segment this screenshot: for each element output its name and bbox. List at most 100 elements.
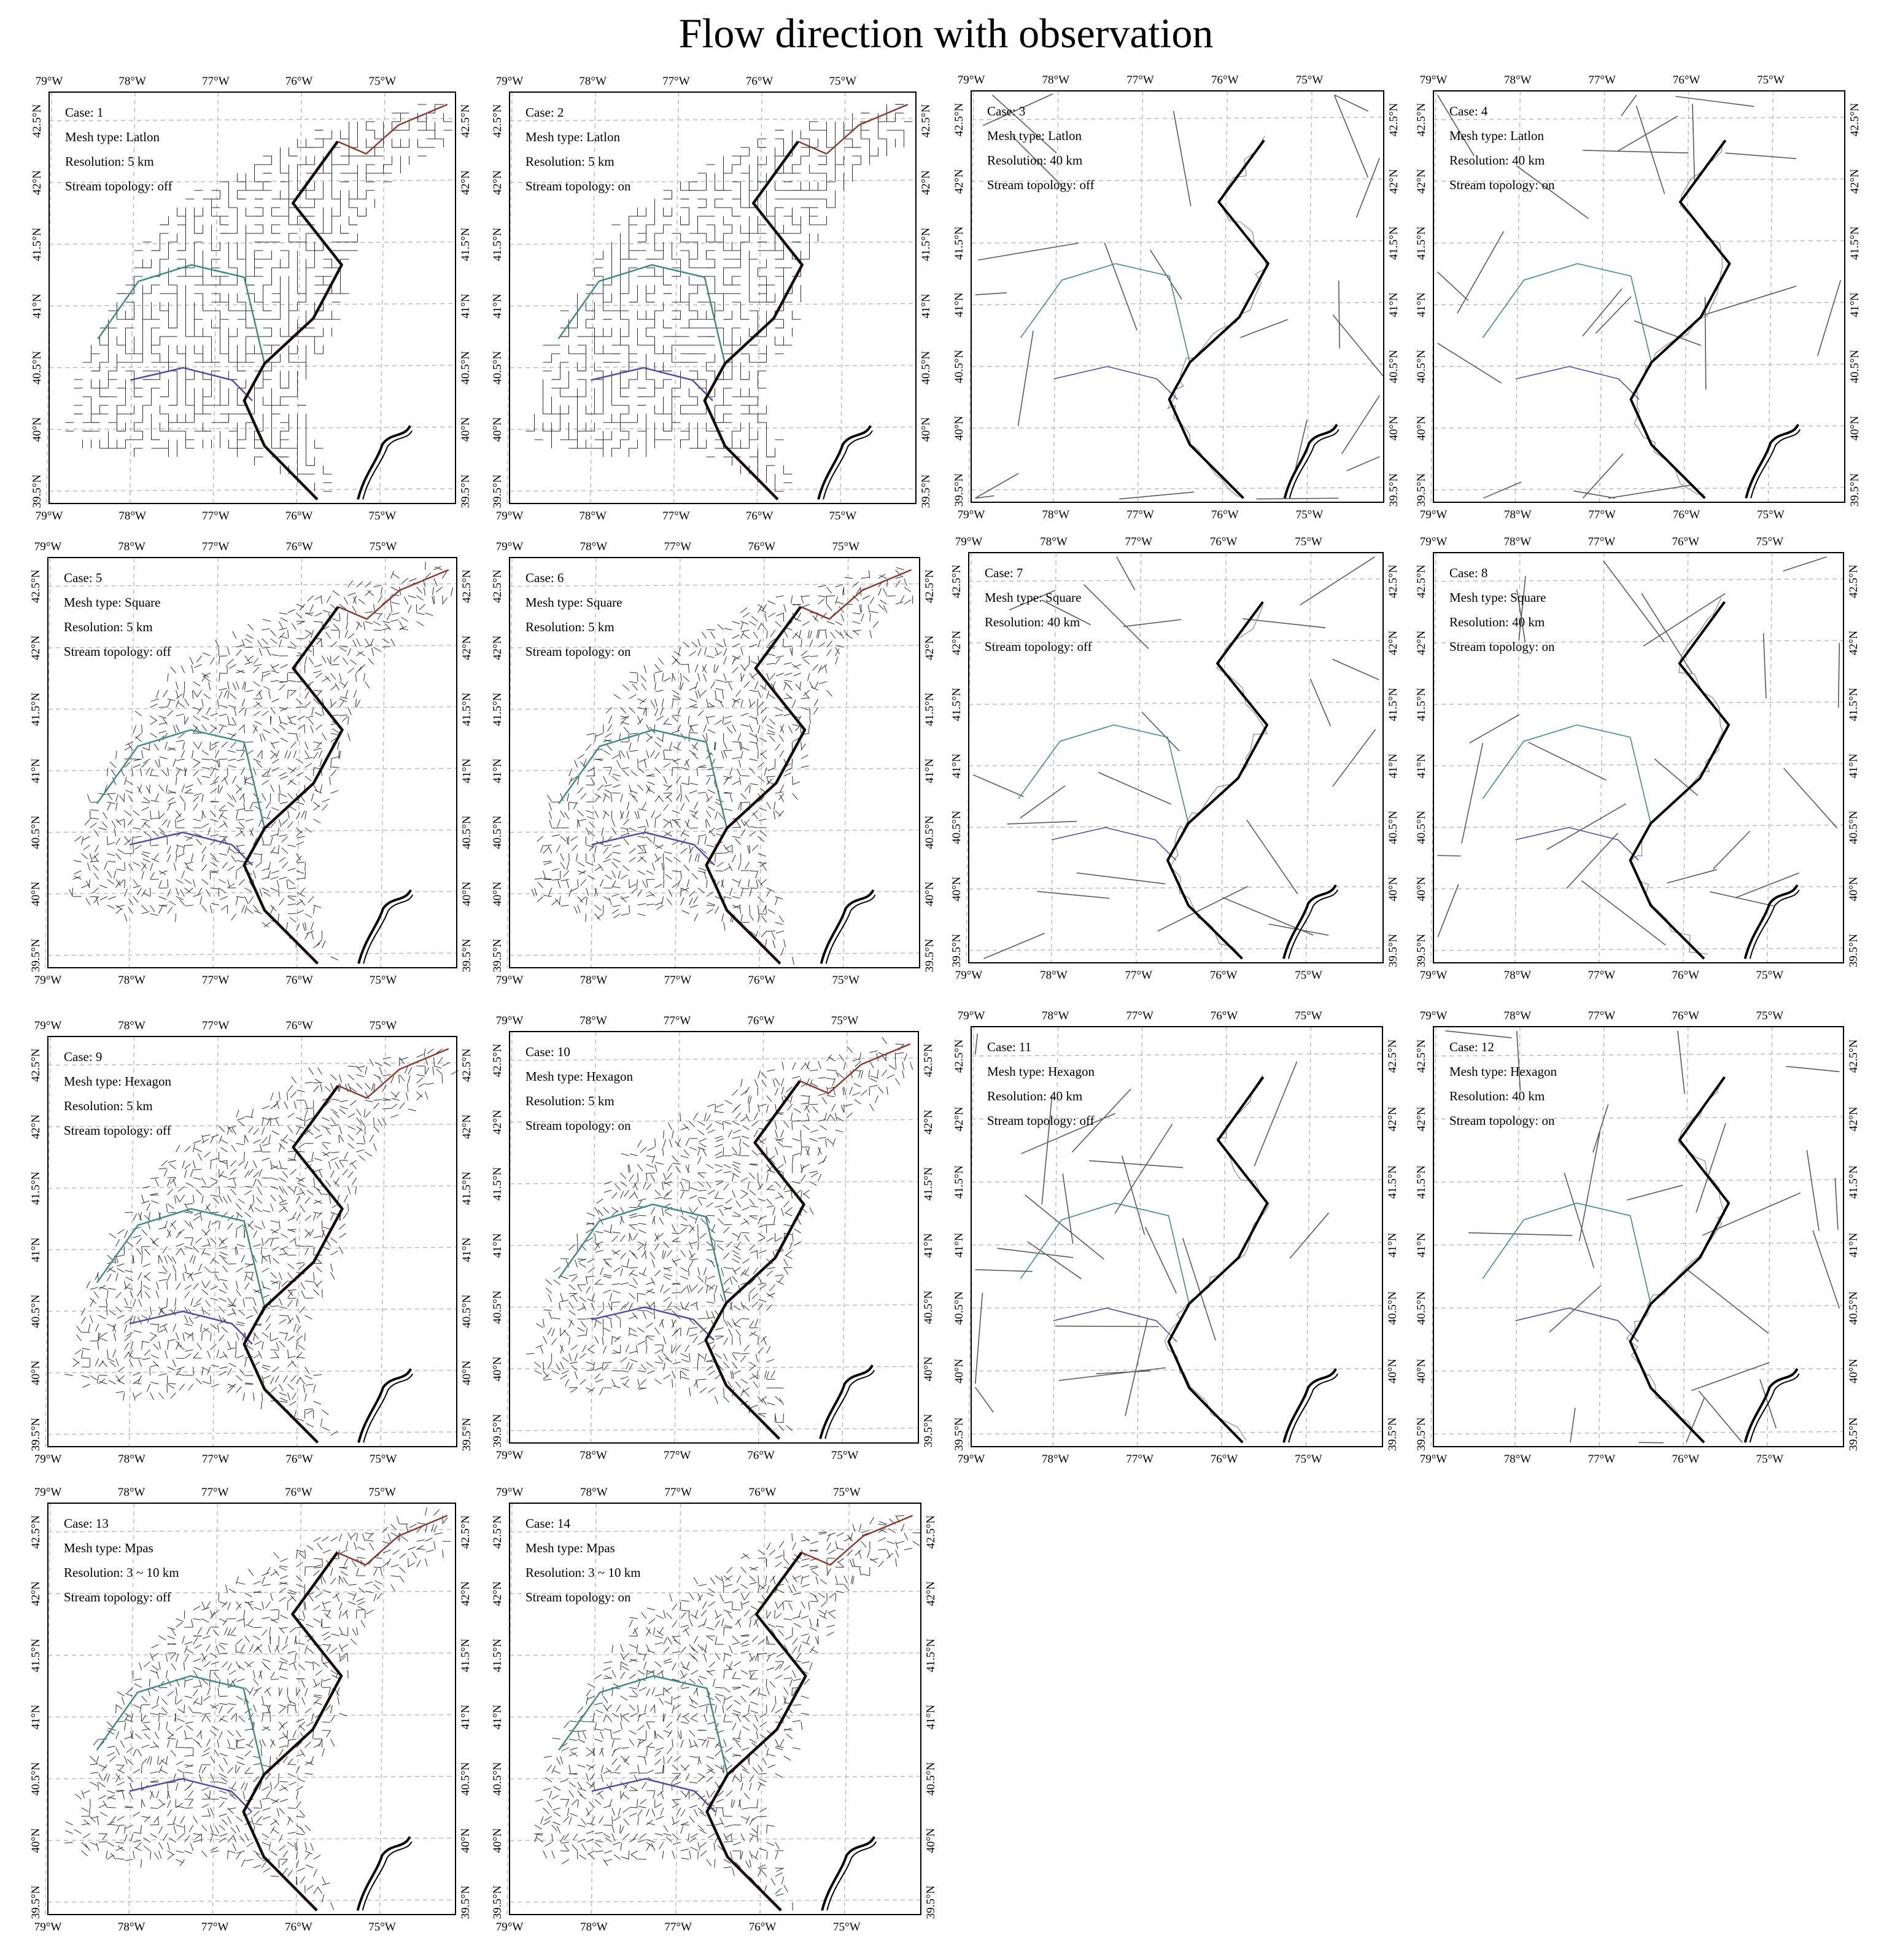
flowline-segment [141,861,147,869]
coarse-flowline [1437,855,1461,857]
flowline-segment [793,672,801,677]
flowline-segment [257,640,263,648]
lon-tick-label-bottom: 76°W [748,974,776,987]
flowline-segment [732,656,736,665]
flowline-segment [93,896,99,904]
flowline-segment [287,1126,293,1133]
flowline-segment [330,790,339,794]
flowline-segment [108,1268,116,1273]
flowline-segment [630,790,638,794]
flowline-segment [883,588,888,596]
lon-tick-label-bottom: 75°W [832,974,860,987]
flowline-segment [270,1229,278,1234]
flowline-segment [758,879,763,887]
flowline-segment [203,676,211,682]
flowline-segment [176,1194,180,1203]
flowline-segment [219,1221,220,1230]
flowline-segment [826,640,832,648]
flowline-segment [322,1246,330,1250]
lat-tick-label-left: 41.5°N [950,688,963,721]
flowline-segment [141,863,147,871]
flowline-segment [663,831,671,837]
flowline-segment [756,742,759,751]
flowline-segment [792,781,801,785]
flowline-segment [622,685,630,691]
flowline-segment [133,810,140,816]
flowline-segment [399,621,404,629]
flowline-segment [124,777,127,785]
flowline-segment [236,1229,237,1239]
flowline-segment [641,683,647,691]
flowline-segment [133,885,141,889]
flowline-segment [621,913,629,916]
flowline-segment [134,710,142,717]
flowline-segment [580,879,587,886]
flowline-segment [737,733,742,741]
flowline-segment [201,1229,208,1236]
flowline-segment [201,1244,210,1247]
flowline-segment [345,690,349,698]
flowline-segment [723,778,729,785]
flowline-segment [568,801,577,804]
flowline-segment [632,683,638,691]
flowline-segment [189,1221,194,1230]
lat-tick-label-left: 39.5°N [491,938,504,972]
flowline-segment [612,844,621,848]
flowline-segment [775,930,784,934]
flowline-segment [254,720,262,725]
flowline-segment [740,712,749,717]
lon-tick-label-top: 78°W [118,540,145,553]
flowline-segment [665,784,673,791]
flowline-segment [287,609,295,613]
flowline-segment [258,1169,263,1177]
lat-tick-label-right: 40.5°N [1847,811,1860,844]
flowline-segment [214,1274,220,1281]
flowline-segment [605,853,613,860]
flowline-segment [368,658,374,665]
flowline-segment [150,844,159,846]
flowline-segment [276,1101,280,1110]
flowline-segment [313,943,320,949]
flowline-segment [356,1126,363,1132]
tributary-north [338,569,449,620]
flowline-segment [637,707,646,710]
lon-tick-label-bottom: 78°W [1504,969,1532,982]
flowline-segment [323,1151,331,1156]
coarse-flowline [1098,772,1172,805]
coarse-flowline [1783,556,1828,572]
flowline-segment [598,863,604,871]
flowline-segment [328,1195,331,1204]
flowline-segment [279,724,285,731]
resolution-label: Resolution: 40 km [1449,615,1545,629]
flowline-segment [826,690,832,697]
coarse-flowline [1735,872,1799,898]
flowline-segment [612,852,621,854]
flowline-segment [749,724,753,733]
flowline-segment [253,702,260,708]
flowline-segment [740,607,748,613]
flowline-segment [741,629,750,632]
flowline-segment [665,874,673,880]
flowline-segment [287,1229,296,1232]
flowline-segment [133,725,137,734]
flowline-segment [749,741,758,744]
flowline-segment [818,630,820,639]
flowline-segment [656,715,664,721]
flowline-segment [346,621,349,630]
flowline-segment [637,836,646,838]
flowline-segment [700,690,707,696]
flowline-segment [654,708,659,717]
flowline-segment [322,1194,331,1196]
flowline-segment [219,805,226,811]
flowline-segment [238,822,245,828]
flowline-segment [179,795,185,803]
lat-tick-label-left: 40.5°N [953,349,966,383]
flowline-segment [595,733,603,737]
flowline-segment [352,1177,357,1185]
flowline-segment [193,1143,195,1153]
flowline-segment [390,638,395,646]
flowline-segment [107,768,109,777]
flowline-segment [271,1280,279,1285]
flowline-segment [279,784,281,793]
flowline-segment [293,750,297,758]
